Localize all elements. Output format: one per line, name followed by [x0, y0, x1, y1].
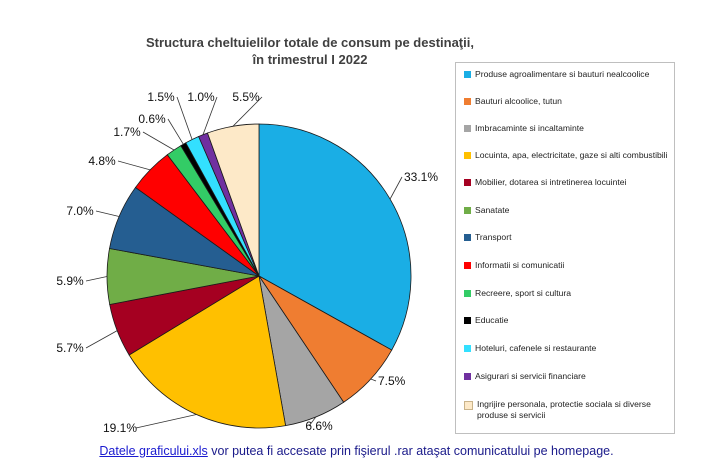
legend-swatch: [464, 125, 471, 132]
legend-item: Recreere, sport si cultura: [464, 288, 670, 299]
legend-item: Hoteluri, cafenele si restaurante: [464, 343, 670, 354]
legend-swatch: [464, 207, 471, 214]
legend-swatch: [464, 373, 471, 380]
legend-item: Produse agroalimentare si bauturi nealco…: [464, 69, 670, 80]
legend-swatch: [464, 401, 473, 410]
data-label: 19.1%: [103, 421, 137, 435]
legend-label: Ingrijire personala, protectie sociala s…: [477, 399, 651, 420]
chart-legend: Produse agroalimentare si bauturi nealco…: [455, 62, 675, 434]
leader-line: [95, 210, 120, 217]
footnote-text: vor putea fi accesate prin fişierul .rar…: [207, 444, 614, 458]
leader-line: [117, 160, 151, 171]
data-file-link[interactable]: Datele graficului.xls: [99, 444, 208, 458]
legend-item: Locuinta, apa, electricitate, gaze si al…: [464, 150, 670, 161]
legend-item: Bauturi alcoolice, tutun: [464, 96, 670, 107]
leader-line: [389, 176, 403, 200]
leader-line: [232, 96, 263, 127]
legend-item: Ingrijire personala, protectie sociala s…: [464, 399, 670, 421]
legend-label: Locuinta, apa, electricitate, gaze si al…: [475, 150, 668, 160]
legend-label: Asigurari si servicii financiare: [475, 371, 586, 381]
leader-line: [176, 96, 193, 140]
legend-label: Mobilier, dotarea si intretinerea locuin…: [475, 177, 627, 187]
data-label: 7.5%: [378, 374, 406, 388]
data-label: 1.5%: [147, 90, 175, 104]
legend-label: Imbracaminte si incaltaminte: [475, 123, 584, 133]
data-label: 7.0%: [66, 204, 94, 218]
data-label: 1.0%: [187, 90, 215, 104]
legend-label: Bauturi alcoolice, tutun: [475, 96, 562, 106]
legend-item: Transport: [464, 232, 670, 243]
legend-swatch: [464, 179, 471, 186]
data-label: 5.9%: [56, 274, 84, 288]
legend-item: Imbracaminte si incaltaminte: [464, 123, 670, 134]
legend-label: Educatie: [475, 315, 509, 325]
pie-slice: [128, 275, 287, 429]
data-label: 5.5%: [232, 90, 260, 104]
leader-line: [167, 118, 184, 145]
legend-swatch: [464, 345, 471, 352]
leader-line: [370, 378, 377, 382]
legend-swatch: [464, 71, 471, 78]
legend-item: Asigurari si servicii financiare: [464, 371, 670, 382]
legend-item: Mobilier, dotarea si intretinerea locuin…: [464, 177, 670, 188]
legend-label: Transport: [475, 232, 512, 242]
leader-line: [142, 131, 175, 151]
data-label: 5.7%: [56, 341, 84, 355]
data-label: 1.7%: [113, 125, 141, 139]
legend-item: Informatii si comunicatii: [464, 260, 670, 271]
legend-label: Recreere, sport si cultura: [475, 288, 571, 298]
data-label: 33.1%: [404, 170, 438, 184]
chart-title: Structura cheltuielilor totale de consum…: [120, 34, 500, 68]
legend-swatch: [464, 262, 471, 269]
leader-line: [85, 276, 108, 282]
leader-line: [308, 416, 317, 427]
legend-swatch: [464, 152, 471, 159]
data-label: 0.6%: [138, 112, 166, 126]
leader-line: [85, 330, 118, 349]
leader-line: [135, 414, 197, 429]
leader-line: [202, 96, 218, 135]
data-label: 4.8%: [88, 154, 116, 168]
chart-title-line-1: Structura cheltuielilor totale de consum…: [146, 35, 474, 50]
legend-label: Produse agroalimentare si bauturi nealco…: [475, 69, 650, 79]
legend-swatch: [464, 317, 471, 324]
legend-swatch: [464, 290, 471, 297]
chart-title-line-2: în trimestrul I 2022: [252, 52, 368, 67]
legend-label: Sanatate: [475, 205, 510, 215]
legend-swatch: [464, 98, 471, 105]
legend-item: Sanatate: [464, 205, 670, 216]
legend-swatch: [464, 234, 471, 241]
legend-item: Educatie: [464, 315, 670, 326]
footnote: Datele graficului.xls vor putea fi acces…: [0, 444, 713, 458]
legend-label: Hoteluri, cafenele si restaurante: [475, 343, 597, 353]
legend-label: Informatii si comunicatii: [475, 260, 565, 270]
pie-slice: [258, 123, 412, 351]
data-label: 6.6%: [305, 419, 333, 433]
